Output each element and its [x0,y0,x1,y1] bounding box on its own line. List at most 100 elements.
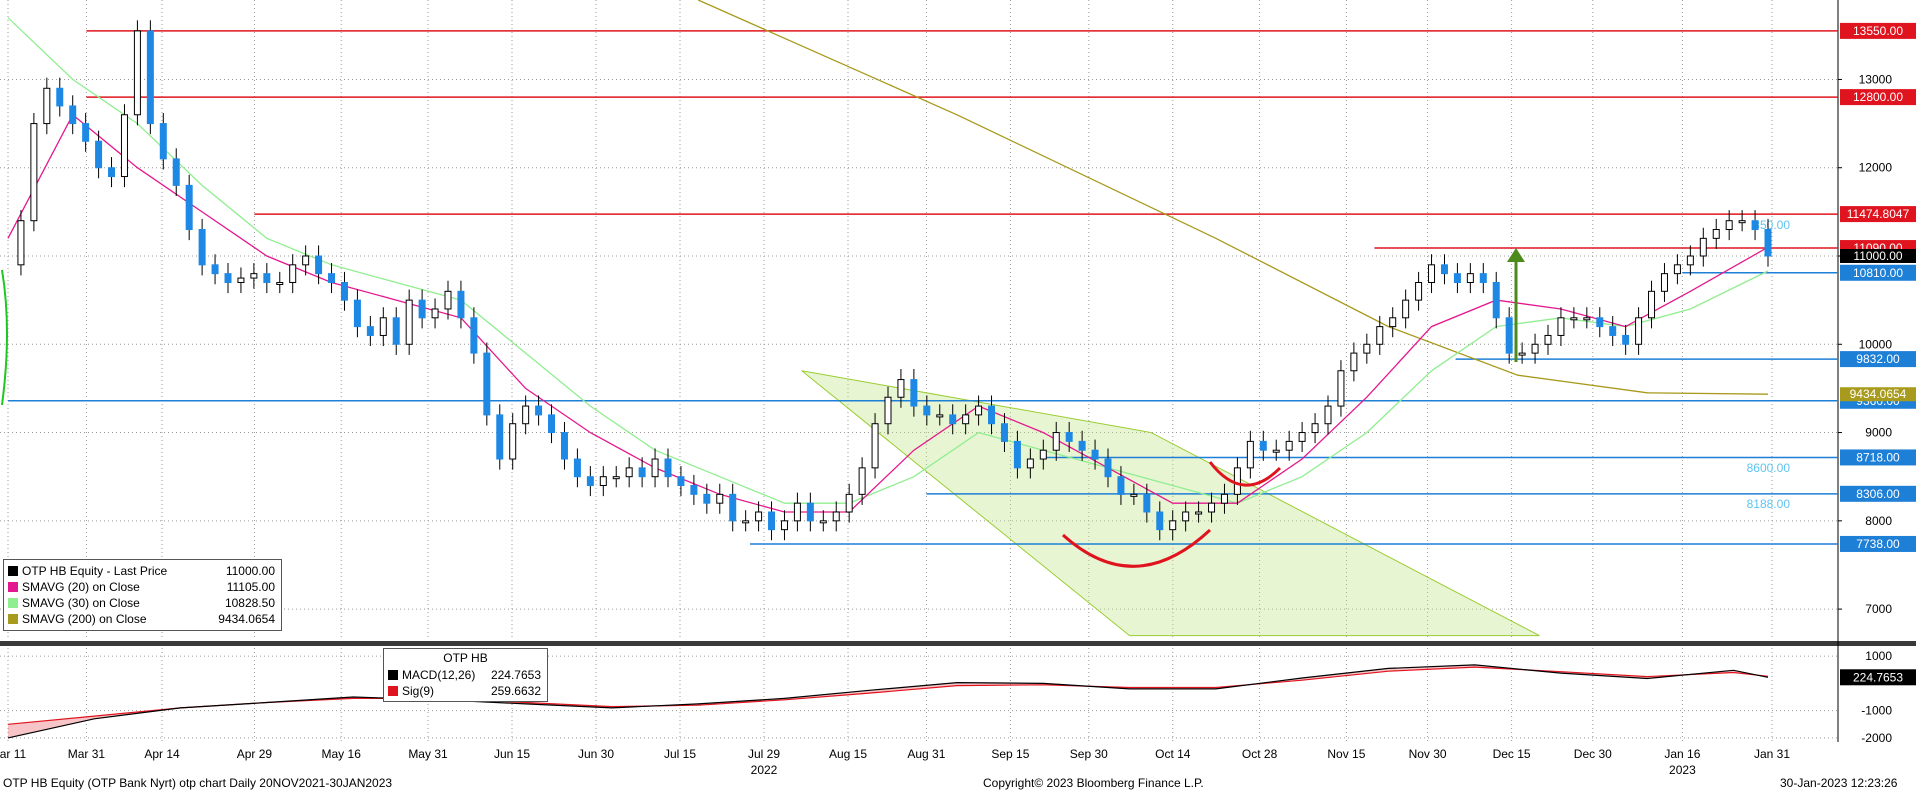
candle-body [1492,281,1500,319]
x-tick-label: Jun 15 [494,747,530,761]
candle-body [1415,281,1423,301]
candle-body [315,255,323,275]
legend-value: 11000.00 [225,564,275,578]
footer-chart-info: OTP HB Equity (OTP Bank Nyrt) otp chart … [3,776,393,790]
level-tag-label: 10810.00 [1853,266,1903,280]
candle-body [923,405,931,416]
candle-body [185,184,193,231]
candle-body [1169,520,1177,531]
candle-body [1363,343,1371,354]
level-tag [1840,449,1916,466]
price-tick-label: 10000 [1859,337,1893,351]
candle-body [431,308,439,319]
candle-body [211,264,219,275]
candle-body [69,105,77,125]
price-tick-label: 9000 [1865,426,1892,440]
x-tick-label: Sep 30 [1070,747,1108,761]
candle-body [1272,449,1280,453]
candle-body [1117,476,1125,495]
candle-body [884,396,892,425]
candle-body [1208,502,1216,513]
candle-body [224,273,232,283]
rounding-bottom-arc [1208,461,1282,487]
candle-body [1052,432,1060,451]
x-tick-label: May 16 [322,747,362,761]
footer-copyright: Copyright© 2023 Bloomberg Finance L.P. [983,776,1204,790]
candle-body [1428,264,1436,283]
candle-body [1389,317,1397,328]
candle-body [1466,273,1474,283]
x-tick-label: Jul 29 [748,747,780,761]
candle-body [586,476,594,487]
candle-body [1156,511,1164,531]
candle-body [302,255,310,266]
level-tag [1840,351,1916,368]
legend-row-smavg-20: SMAVG (20) on Close 11105.00 [4,579,281,595]
candle-body [1725,220,1733,231]
candle-body [120,114,128,178]
candle-body [1751,220,1759,231]
x-year-label: 2023 [1669,763,1696,777]
candle-body [1311,423,1319,434]
candle-body [95,140,103,169]
price-tick-label: 7000 [1865,602,1892,616]
legend-label: MACD(12,26) [402,668,476,682]
x-tick-label: Dec 15 [1493,747,1531,761]
candle-body [988,405,996,425]
candle-body [289,264,297,283]
candle-body [612,476,620,480]
candle-body [1648,290,1656,319]
legend-swatch [388,686,398,696]
candle-body [1505,317,1513,354]
candle-body [405,299,413,345]
x-tick-label: Apr 14 [144,747,180,761]
candle-body [1518,352,1526,356]
candle-body [1246,440,1254,469]
x-tick-label: Jan 16 [1664,747,1700,761]
level-tag [1840,485,1916,502]
legend-row-last-price: OTP HB Equity - Last Price 11000.00 [4,563,281,579]
candle-body [871,423,879,469]
candle-body [1531,343,1539,354]
candle-body [1130,493,1138,497]
legend-swatch [8,614,18,624]
candle-body [43,87,51,125]
candle-body [1764,229,1772,257]
candle-body [573,458,581,478]
candle-body [755,511,763,522]
candle-body [1350,352,1358,372]
candle-body [1557,317,1565,336]
candle-body [1298,432,1306,442]
candle-body [82,123,90,142]
legend-swatch [8,566,18,576]
candle-body [1440,264,1448,275]
candle-body [1479,273,1487,283]
x-tick-label: Sep 15 [991,747,1029,761]
x-year-label: 2022 [751,763,778,777]
candle-body [1324,405,1332,425]
candle-body [858,467,866,495]
left-edge-arc [1,269,8,406]
footer-timestamp: 30-Jan-2023 12:23:26 [1780,776,1898,790]
level-tag-label: 9832.00 [1856,352,1900,366]
candle-body [1233,467,1241,495]
extra-tag-label: 11000.00 [1853,249,1902,263]
candle-body [716,493,724,504]
legend-label: SMAVG (20) on Close [22,580,140,594]
candle-body [496,414,504,460]
x-tick-label: Aug 31 [907,747,945,761]
candle-body [949,414,957,425]
level-tag [1840,22,1916,39]
candle-body [457,290,465,319]
candle-body [1686,255,1694,266]
price-tick-label: 8000 [1865,514,1892,528]
candle-body [1195,511,1203,515]
sma200-line [697,0,1769,395]
candle-body [250,273,258,279]
macd-tick-label: 1000 [1865,649,1892,663]
level-tag-label: 7738.00 [1856,537,1900,551]
candle-body [172,158,180,186]
x-tick-label: Jan 31 [1754,747,1790,761]
x-tick-label: Mar 31 [68,747,106,761]
